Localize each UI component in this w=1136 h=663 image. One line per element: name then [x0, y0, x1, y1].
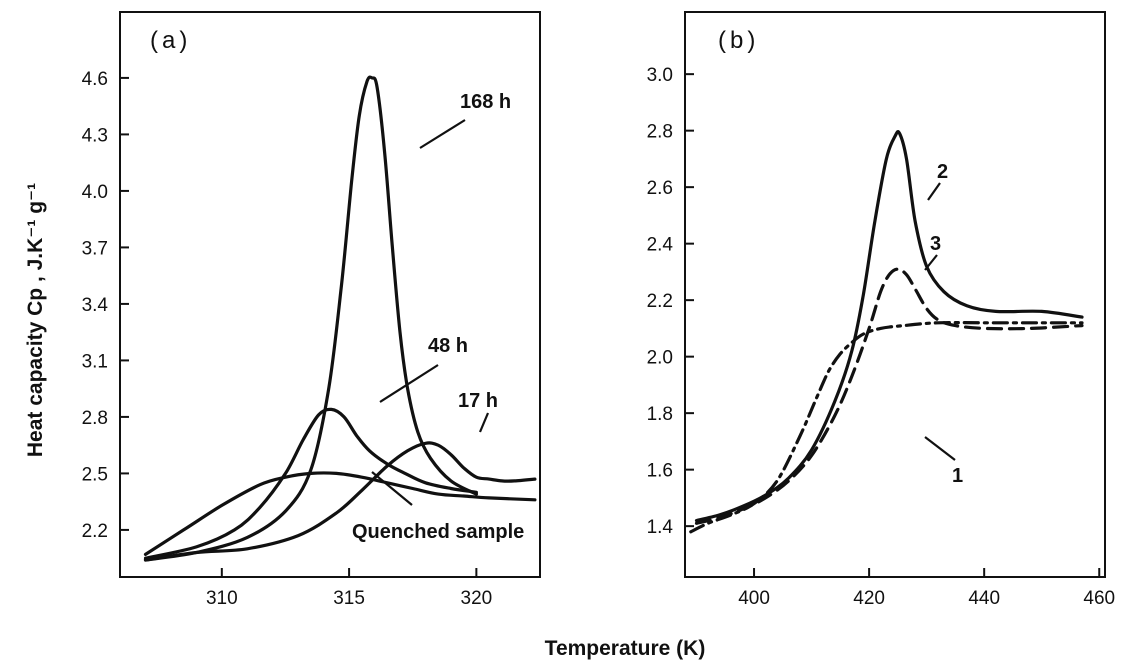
- panel-b-xtick-label: 400: [738, 588, 770, 609]
- panel-b-ytick-label: 1.6: [647, 461, 673, 482]
- panel-b-label: (b): [718, 27, 759, 54]
- panel-a-frame: [119, 11, 541, 578]
- y-axis-label: Heat capacity Cp , J.K⁻¹ g⁻¹: [24, 183, 47, 457]
- x-axis-label: Temperature (K): [545, 637, 706, 660]
- panel-a-curves: [143, 75, 537, 562]
- panel-a-series-17-h: [143, 441, 537, 562]
- panel-a-label: (a): [150, 27, 191, 54]
- panel-a-ytick-label: 3.1: [82, 351, 108, 372]
- panel-b-series-3: [694, 267, 1084, 525]
- panel-a-series-168-h: [143, 75, 478, 562]
- panel-a-ytick-label: 4.3: [82, 125, 108, 146]
- panel-b-ytick-label: 3.0: [647, 65, 673, 86]
- panel-a-xtick-label: 320: [461, 588, 493, 609]
- leader-quenched: [371, 471, 413, 506]
- panel-b-ytick-label: 1.4: [647, 517, 674, 538]
- panel-a-ticks: 310 315 320 2.2 2.5 2.8 3.1 3.4 3.7 4.0 4.3 4.6: [82, 69, 493, 609]
- panel-a-ytick-label: 4.0: [82, 182, 108, 203]
- panel-a-ytick-label: 3.4: [82, 295, 109, 316]
- panel-a: (a) 310 315 320 2.2 2.5 2.8 3.1 3.4 3.7 4.0 4.3 4.6…: [82, 11, 541, 609]
- leader-1: [924, 436, 956, 461]
- panel-a-ytick-label: 2.2: [82, 521, 108, 542]
- panel-b-ytick-label: 2.2: [647, 291, 673, 312]
- panel-a-series-quenched-sample: [143, 471, 537, 556]
- leader-168h: [419, 119, 466, 149]
- panel-b-ytick-label: 2.8: [647, 122, 673, 143]
- panel-a-ytick-label: 2.5: [82, 464, 108, 485]
- panel-b-ytick-label: 1.8: [647, 404, 673, 425]
- panel-b-frame: [684, 11, 1106, 578]
- annotation-17h: 17 h: [458, 390, 498, 412]
- annotation-quenched: Quenched sample: [352, 521, 524, 543]
- panel-a-xtick-label: 310: [206, 588, 238, 609]
- panel-a-annotations: 168 h 48 h 17 h Quenched sample: [352, 91, 524, 543]
- panel-b-xtick-label: 420: [853, 588, 885, 609]
- panel-b-ytick-label: 2.4: [647, 235, 674, 256]
- panel-a-series-48-h: [143, 407, 478, 560]
- annotation-3: 3: [930, 233, 941, 255]
- annotation-168h: 168 h: [460, 91, 511, 113]
- panel-b-curves: [689, 130, 1084, 534]
- leader-2: [927, 182, 941, 201]
- panel-b-series-2: [694, 130, 1084, 523]
- panel-a-ytick-label: 2.8: [82, 408, 108, 429]
- panel-a-ytick-label: 3.7: [82, 238, 108, 259]
- panel-b-annotations: 2 3 1: [924, 161, 963, 487]
- annotation-2: 2: [937, 161, 948, 183]
- leader-3: [924, 254, 938, 271]
- leader-48h: [379, 364, 439, 403]
- leader-17h: [478, 412, 490, 433]
- panel-b-series-1: [689, 320, 1084, 534]
- panel-a-xtick-label: 315: [333, 588, 365, 609]
- panel-b-ytick-label: 2.0: [647, 348, 673, 369]
- annotation-1: 1: [952, 465, 963, 487]
- panel-b-ytick-label: 2.6: [647, 178, 673, 199]
- panel-b-xtick-label: 440: [968, 588, 1000, 609]
- panel-b-ticks: 400 420 440 460 1.4 1.6 1.8 2.0 2.2 2.4 2.6 2.8 3.0: [647, 65, 1116, 609]
- panel-b-xtick-label: 460: [1083, 588, 1115, 609]
- panel-a-ytick-label: 4.6: [82, 69, 108, 90]
- annotation-48h: 48 h: [428, 335, 468, 357]
- panel-b: (b) 400 420 440 460 1.4 1.6 1.8 2.0 2.2 2.4 2.6 2.8…: [647, 11, 1116, 609]
